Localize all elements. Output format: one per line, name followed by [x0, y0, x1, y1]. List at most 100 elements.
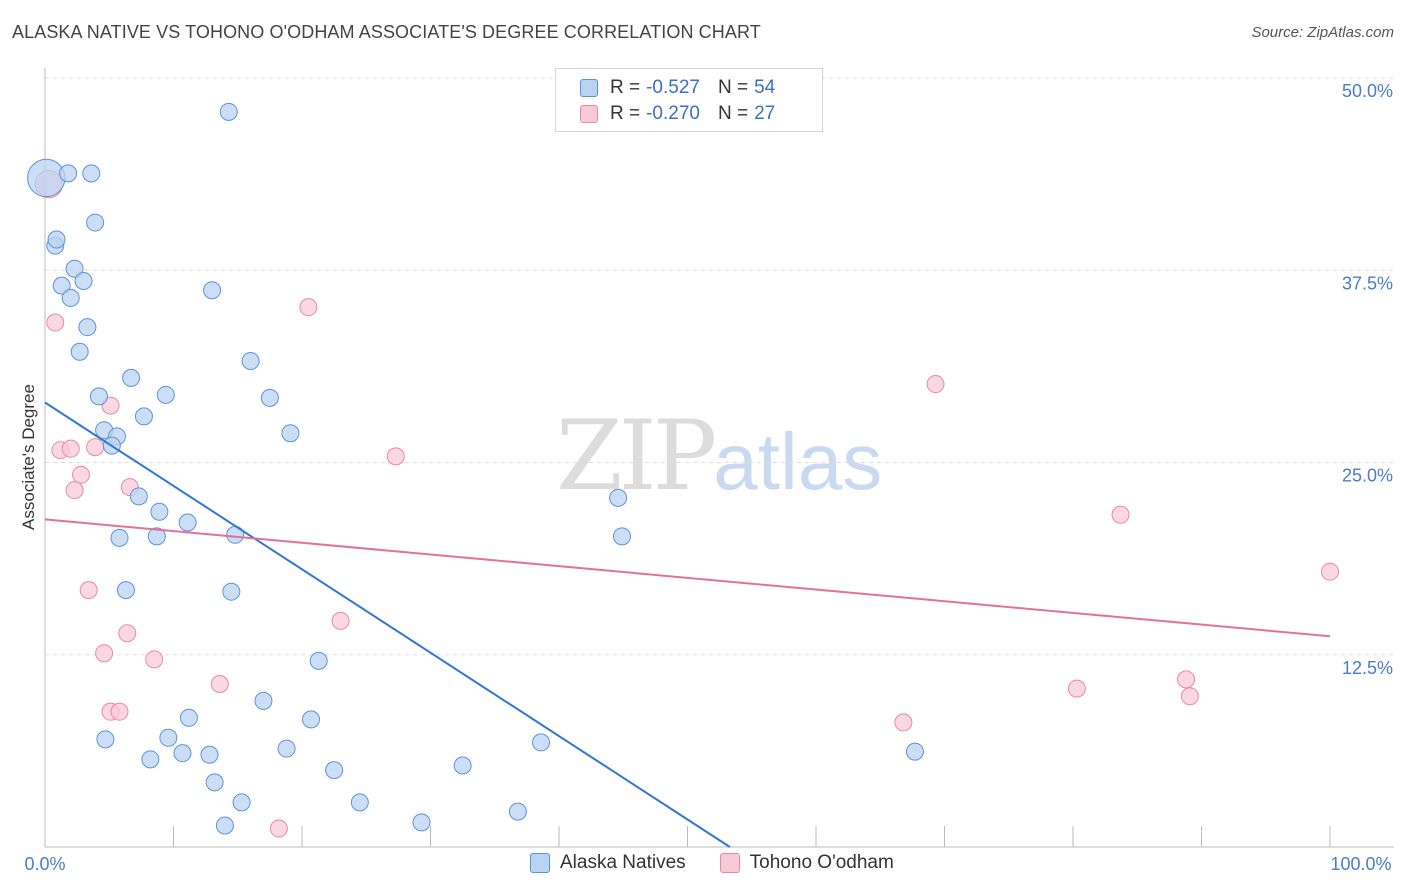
alaska-native-point[interactable]: [78, 318, 97, 337]
alaska-native-point[interactable]: [147, 527, 166, 546]
legend-r-label: R =: [610, 77, 641, 98]
alaska-native-point[interactable]: [309, 651, 328, 670]
axes: [44, 68, 1394, 848]
alaska-native-point[interactable]: [27, 158, 66, 198]
alaska-native-point[interactable]: [159, 728, 178, 747]
alaska-native-point[interactable]: [141, 750, 160, 769]
legend-swatch-pink: [580, 105, 598, 123]
tohono-oodham-point[interactable]: [331, 611, 350, 630]
alaska-native-point[interactable]: [52, 276, 71, 295]
alaska-native-point[interactable]: [173, 744, 192, 763]
legend-swatch-pink: [719, 853, 740, 873]
alaska-native-point[interactable]: [96, 730, 115, 749]
legend-item-tohono-oodham[interactable]: Tohono O'odham: [719, 852, 894, 874]
tohono-oodham-point[interactable]: [110, 702, 129, 721]
legend-item-alaska-natives[interactable]: Alaska Natives: [530, 852, 686, 874]
chart-title: ALASKA NATIVE VS TOHONO O'ODHAM ASSOCIAT…: [12, 22, 761, 42]
y-tick-label: 25.0%: [1342, 466, 1393, 486]
alaska-native-point[interactable]: [508, 802, 527, 821]
tohono-oodham-point[interactable]: [1321, 562, 1339, 581]
alaska-native-point[interactable]: [612, 527, 631, 546]
alaska-native-point[interactable]: [134, 407, 153, 426]
series-legend: Alaska Natives Tohono O'odham: [530, 852, 928, 874]
tohono-oodham-point[interactable]: [65, 481, 84, 500]
tohono-oodham-point[interactable]: [386, 447, 405, 466]
y-axis-label: Associate's Degree: [19, 384, 38, 530]
tohono-oodham-point[interactable]: [86, 438, 105, 457]
trend-line-alaska: [44, 401, 731, 848]
alaska-native-point[interactable]: [74, 272, 93, 291]
legend-r-value: -0.270: [646, 103, 700, 124]
alaska-native-point[interactable]: [129, 487, 148, 506]
alaska-native-point[interactable]: [47, 230, 66, 249]
tohono-oodham-point[interactable]: [118, 624, 137, 643]
watermark: ZIPatlas: [556, 400, 882, 512]
legend-n-label: N =: [717, 103, 749, 124]
alaska-native-point[interactable]: [203, 281, 222, 300]
tohono-oodham-point[interactable]: [79, 581, 98, 600]
x-tick-label-max: 100.0%: [1330, 854, 1391, 874]
tohono-oodham-point[interactable]: [61, 439, 80, 458]
alaska-native-point[interactable]: [609, 488, 628, 507]
legend-r-value: -0.527: [646, 77, 700, 98]
tohono-oodham-point[interactable]: [1111, 505, 1130, 524]
alaska-native-point[interactable]: [905, 742, 924, 761]
tohono-oodham-point[interactable]: [210, 674, 229, 693]
tohono-oodham-point[interactable]: [46, 313, 65, 332]
alaska-native-point[interactable]: [232, 793, 251, 812]
legend-label: Tohono O'odham: [749, 852, 894, 873]
trend-line-tohono: [44, 518, 1331, 638]
alaska-native-point[interactable]: [89, 387, 108, 406]
tohono-oodham-point[interactable]: [1067, 679, 1086, 698]
watermark-atlas: atlas: [713, 417, 883, 506]
alaska-native-point[interactable]: [215, 816, 234, 835]
alaska-native-point[interactable]: [65, 259, 84, 278]
alaska-native-point[interactable]: [219, 102, 238, 121]
alaska-native-point[interactable]: [200, 745, 219, 764]
alaska-native-point[interactable]: [70, 342, 89, 361]
series-alaska-points: [27, 102, 924, 835]
tohono-oodham-point[interactable]: [145, 650, 164, 669]
watermark-zip: ZIP: [556, 400, 717, 512]
alaska-native-point[interactable]: [325, 761, 344, 780]
alaska-native-point[interactable]: [179, 708, 198, 727]
tohono-oodham-point[interactable]: [926, 375, 945, 394]
legend-n-value: 54: [754, 77, 776, 98]
alaska-native-point[interactable]: [122, 368, 141, 387]
alaska-native-point[interactable]: [86, 213, 105, 232]
alaska-native-point[interactable]: [453, 756, 472, 775]
alaska-native-point[interactable]: [150, 502, 169, 521]
legend-label: Alaska Natives: [560, 852, 686, 873]
alaska-native-point[interactable]: [116, 581, 135, 600]
alaska-native-point[interactable]: [156, 385, 175, 404]
legend-n-value: 27: [754, 103, 776, 124]
alaska-native-point[interactable]: [532, 733, 551, 752]
legend-r-label: R =: [610, 103, 641, 124]
tohono-oodham-point[interactable]: [71, 465, 90, 484]
alaska-native-point[interactable]: [260, 388, 279, 407]
alaska-native-point[interactable]: [281, 424, 300, 443]
alaska-native-point[interactable]: [222, 582, 241, 601]
alaska-native-point[interactable]: [82, 164, 101, 183]
alaska-native-point[interactable]: [350, 793, 369, 812]
y-tick-label: 37.5%: [1342, 273, 1393, 293]
alaska-native-point[interactable]: [110, 528, 129, 547]
alaska-native-point[interactable]: [254, 691, 273, 710]
alaska-native-point[interactable]: [205, 773, 224, 792]
tohono-oodham-point[interactable]: [95, 644, 114, 663]
tohono-oodham-point[interactable]: [894, 713, 913, 732]
alaska-native-point[interactable]: [412, 813, 431, 832]
alaska-native-point[interactable]: [61, 288, 80, 307]
tohono-oodham-point[interactable]: [269, 819, 288, 838]
alaska-native-point[interactable]: [178, 513, 197, 532]
alaska-native-point[interactable]: [59, 164, 78, 183]
alaska-native-point[interactable]: [241, 351, 260, 370]
source-credit: Source: ZipAtlas.com: [1251, 24, 1394, 41]
tohono-oodham-point[interactable]: [1180, 687, 1199, 706]
tohono-oodham-point[interactable]: [1177, 670, 1196, 689]
tohono-oodham-point[interactable]: [299, 298, 318, 317]
alaska-native-point[interactable]: [277, 739, 296, 758]
alaska-native-point[interactable]: [301, 710, 320, 729]
stats-legend: R = -0.527 N = 54 R = -0.270 N = 27: [555, 68, 823, 132]
